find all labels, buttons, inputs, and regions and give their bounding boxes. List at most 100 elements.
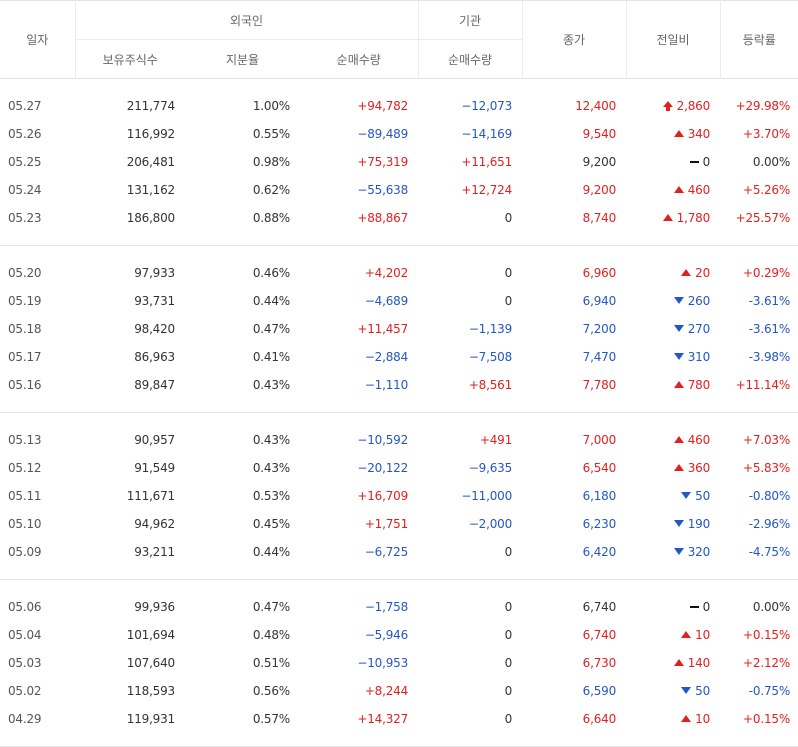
cell-change-value: 0 (702, 600, 711, 614)
cell-institution-net: 0 (504, 266, 513, 280)
table-row: 05.03 107,640 0.51% −10,953 0 6,730 140 +2.12% (0, 649, 798, 677)
cell-change-value: 460 (687, 433, 711, 447)
cell-change: 0 (626, 148, 720, 176)
cell-change-value: 1,780 (676, 211, 711, 225)
cell-date: 05.27 (8, 99, 42, 113)
cell-close: 6,960 (582, 266, 617, 280)
cell-foreign-holdings: 98,420 (134, 322, 175, 336)
cell-foreign-ratio: 0.48% (252, 628, 290, 642)
table-row: 05.13 90,957 0.43% −10,592 +491 7,000 460 +7.03… (0, 426, 798, 454)
group-divider (0, 232, 798, 246)
cell-institution-net: 0 (504, 600, 513, 614)
cell-foreign-net: −4,689 (364, 294, 409, 308)
cell-change-value: 780 (687, 378, 711, 392)
cell-date: 05.24 (8, 183, 42, 197)
cell-close: 7,200 (582, 322, 617, 336)
cell-institution-net: +12,724 (461, 183, 513, 197)
cell-close: 7,780 (582, 378, 617, 392)
cell-close: 9,200 (582, 183, 617, 197)
cell-institution-net: −1,139 (468, 322, 513, 336)
cell-date: 05.11 (8, 489, 42, 503)
table-row: 05.02 118,593 0.56% +8,244 0 6,590 50 -0.75% (0, 677, 798, 705)
cell-foreign-ratio: 0.53% (252, 489, 290, 503)
cell-institution-net: −11,000 (461, 489, 513, 503)
cell-close: 7,470 (582, 350, 617, 364)
cell-foreign-ratio: 0.55% (252, 127, 290, 141)
cell-close: 6,640 (582, 712, 617, 726)
cell-change: 0 (626, 593, 720, 621)
cell-foreign-net: +4,202 (364, 266, 409, 280)
cell-foreign-holdings: 90,957 (134, 433, 175, 447)
up-triangle-icon (673, 130, 684, 137)
cell-change: 780 (626, 371, 720, 399)
cell-institution-net: −12,073 (461, 99, 513, 113)
cell-rate: -4.75% (748, 545, 791, 559)
table-row: 05.25 206,481 0.98% +75,319 +11,651 9,200 0 0.0… (0, 148, 798, 176)
table-row: 05.10 94,962 0.45% +1,751 −2,000 6,230 190 -2.9… (0, 510, 798, 538)
table-body: 05.27 211,774 1.00% +94,782 −12,073 12,400 2,8… (0, 79, 798, 747)
cell-foreign-net: −55,638 (357, 183, 409, 197)
cell-change: 310 (626, 343, 720, 371)
cell-change: 270 (626, 315, 720, 343)
cell-foreign-ratio: 1.00% (252, 99, 290, 113)
cell-foreign-net: −20,122 (357, 461, 409, 475)
cell-change: 10 (626, 621, 720, 649)
up-triangle-icon (681, 269, 692, 276)
limit-up-arrow-icon (662, 100, 673, 111)
cell-foreign-ratio: 0.43% (252, 433, 290, 447)
cell-date: 05.17 (8, 350, 42, 364)
down-triangle-icon (673, 353, 684, 360)
cell-foreign-ratio: 0.56% (252, 684, 290, 698)
up-triangle-icon (673, 436, 684, 443)
cell-foreign-net: +8,244 (364, 684, 409, 698)
cell-foreign-net: −6,725 (364, 545, 409, 559)
cell-date: 05.18 (8, 322, 42, 336)
table-row: 05.26 116,992 0.55% −89,489 −14,169 9,540 340 +… (0, 120, 798, 148)
table-row: 05.23 186,800 0.88% +88,867 0 8,740 1,780 +25.5… (0, 204, 798, 232)
cell-change-value: 270 (687, 322, 711, 336)
cell-rate: -2.96% (748, 517, 791, 531)
up-triangle-icon (673, 186, 684, 193)
cell-foreign-ratio: 0.44% (252, 294, 290, 308)
cell-foreign-ratio: 0.45% (252, 517, 290, 531)
cell-change: 190 (626, 510, 720, 538)
group-spacer (0, 79, 798, 93)
cell-date: 05.02 (8, 684, 42, 698)
cell-rate: -0.80% (748, 489, 791, 503)
cell-institution-net: 0 (504, 684, 513, 698)
cell-date: 05.12 (8, 461, 42, 475)
table-row: 05.12 91,549 0.43% −20,122 −9,635 6,540 360 +5.… (0, 454, 798, 482)
cell-change: 460 (626, 176, 720, 204)
cell-foreign-holdings: 119,931 (126, 712, 175, 726)
cell-foreign-ratio: 0.41% (252, 350, 290, 364)
cell-change-value: 50 (695, 684, 711, 698)
cell-foreign-ratio: 0.43% (252, 461, 290, 475)
cell-rate: +0.29% (743, 266, 791, 280)
cell-change: 50 (626, 482, 720, 510)
table-row: 05.27 211,774 1.00% +94,782 −12,073 12,400 2,8… (0, 92, 798, 120)
cell-change-value: 460 (687, 183, 711, 197)
cell-close: 12,400 (575, 99, 617, 113)
cell-close: 9,200 (582, 155, 617, 169)
group-divider (0, 399, 798, 413)
cell-change-value: 50 (695, 489, 711, 503)
cell-institution-net: 0 (504, 628, 513, 642)
cell-foreign-holdings: 93,731 (134, 294, 175, 308)
cell-rate: +0.15% (743, 712, 791, 726)
cell-institution-net: +8,561 (468, 378, 513, 392)
cell-rate: 0.00% (752, 155, 791, 169)
cell-foreign-holdings: 86,963 (134, 350, 175, 364)
cell-foreign-net: −1,110 (364, 378, 409, 392)
cell-rate: +0.15% (743, 628, 791, 642)
cell-change: 140 (626, 649, 720, 677)
cell-foreign-ratio: 0.51% (252, 656, 290, 670)
cell-date: 05.09 (8, 545, 42, 559)
cell-change: 1,780 (626, 204, 720, 232)
cell-date: 05.04 (8, 628, 42, 642)
cell-rate: -3.61% (748, 294, 791, 308)
table-row: 05.24 131,162 0.62% −55,638 +12,724 9,200 460 +… (0, 176, 798, 204)
cell-foreign-holdings: 116,992 (126, 127, 175, 141)
group-spacer (0, 246, 798, 260)
cell-foreign-holdings: 94,962 (134, 517, 175, 531)
cell-foreign-holdings: 91,549 (134, 461, 175, 475)
